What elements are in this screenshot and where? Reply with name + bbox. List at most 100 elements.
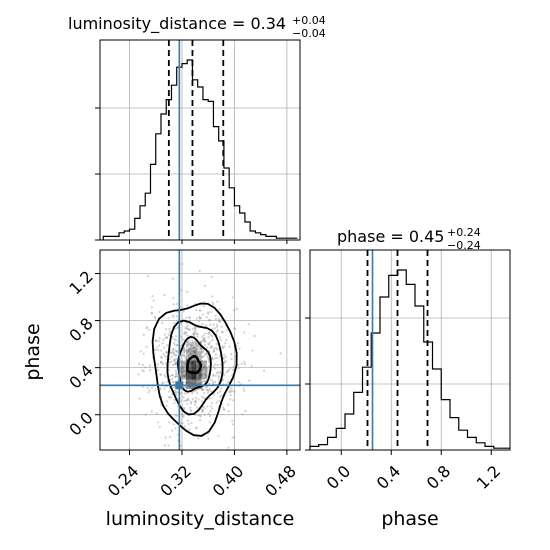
scatter-point [141, 369, 144, 372]
scatter-point [185, 392, 188, 395]
scatter-point [183, 385, 186, 389]
scatter-point [231, 423, 234, 426]
scatter-point [164, 362, 168, 365]
scatter-point [193, 351, 196, 354]
scatter-point [182, 349, 186, 352]
x-tick-label-luminosity: 0.24 [104, 462, 143, 501]
scatter-point [182, 415, 185, 418]
scatter-point [203, 343, 207, 346]
scatter-point [232, 368, 235, 371]
scatter-point [159, 373, 162, 376]
x-tick-label-phase: 0.4 [373, 462, 404, 493]
scatter-point [214, 374, 217, 377]
scatter-point [158, 344, 161, 347]
scatter-point [231, 419, 234, 422]
scatter-point [182, 361, 185, 364]
scatter-point [229, 367, 232, 370]
scatter-point [161, 321, 164, 324]
density-cell-11 [196, 370, 202, 380]
scatter-point [171, 335, 174, 339]
scatter-point [191, 344, 194, 347]
scatter-point [201, 350, 204, 353]
scatter-point [187, 399, 190, 402]
scatter-point [202, 396, 205, 400]
scatter-point [204, 374, 207, 377]
scatter-point [215, 372, 219, 375]
scatter-point [163, 293, 166, 297]
scatter-point [150, 410, 153, 413]
scatter-point [197, 398, 200, 401]
scatter-point [199, 341, 202, 344]
scatter-point [189, 349, 192, 353]
density-cell-5 [191, 360, 197, 370]
scatter-point [184, 381, 187, 384]
scatter-point [150, 306, 153, 309]
scatter-point [219, 320, 222, 323]
scatter-point [206, 366, 209, 369]
scatter-point [190, 339, 193, 342]
scatter-point [174, 349, 177, 352]
scatter-point [204, 380, 207, 383]
scatter-point [185, 399, 188, 402]
scatter-point [181, 413, 184, 416]
scatter-point [225, 371, 228, 374]
scatter-point [184, 357, 187, 360]
scatter-point [211, 338, 214, 342]
scatter-point [204, 352, 207, 355]
scatter-point [175, 350, 178, 353]
scatter-point [189, 386, 192, 389]
joint-scatter [137, 263, 282, 449]
scatter-point [205, 316, 208, 319]
scatter-point [194, 328, 197, 331]
scatter-point [174, 375, 177, 378]
density-cell-3 [180, 360, 186, 370]
scatter-point [204, 369, 207, 372]
density-cell-12 [201, 370, 207, 380]
scatter-point [217, 434, 220, 437]
x-tick-label-luminosity: 0.32 [156, 462, 195, 501]
scatter-point [203, 365, 206, 368]
scatter-point [185, 332, 188, 335]
scatter-point [182, 367, 185, 370]
scatter-point [189, 409, 192, 412]
scatter-point [168, 396, 171, 399]
scatter-point [180, 368, 183, 371]
scatter-point [201, 351, 204, 354]
scatter-point [214, 357, 217, 360]
scatter-point [166, 380, 169, 383]
luminosity-hist-frame [99, 39, 301, 241]
scatter-point [170, 355, 173, 358]
scatter-point [168, 358, 171, 361]
scatter-point [164, 355, 167, 358]
scatter-point [194, 399, 197, 402]
scatter-point [195, 342, 198, 345]
scatter-point [187, 348, 190, 351]
scatter-point [194, 413, 197, 416]
scatter-point [187, 422, 190, 426]
x-tick-label-phase: 1.2 [473, 462, 504, 493]
scatter-point [228, 391, 231, 394]
phase-hist-grid [310, 250, 510, 450]
scatter-point [146, 386, 149, 389]
scatter-point [144, 413, 147, 416]
scatter-point [147, 328, 151, 331]
truth-marker [175, 381, 184, 390]
scatter-point [183, 375, 186, 378]
scatter-point [188, 319, 191, 322]
scatter-point [171, 364, 174, 367]
scatter-point [219, 336, 222, 339]
scatter-point [191, 341, 194, 344]
scatter-point [162, 338, 165, 341]
scatter-point [193, 330, 196, 333]
scatter-point [180, 289, 183, 292]
density-cell-2 [196, 351, 202, 361]
phase-hist-frame [309, 249, 511, 451]
scatter-point [223, 345, 226, 348]
scatter-point [197, 437, 200, 440]
scatter-point [157, 348, 160, 352]
scatter-point [174, 327, 177, 330]
scatter-point [160, 361, 163, 364]
scatter-point [151, 295, 154, 298]
scatter-point [175, 354, 178, 357]
scatter-point [150, 312, 153, 315]
